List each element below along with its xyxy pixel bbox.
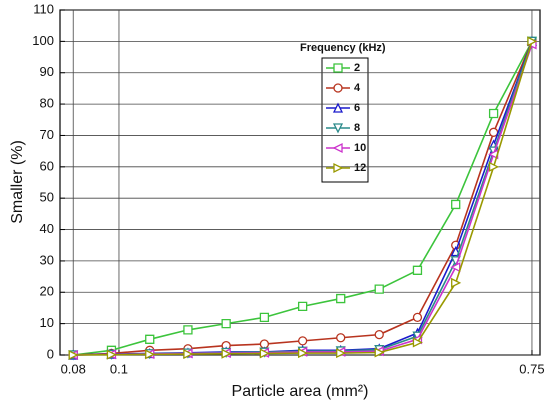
legend-label: 10 bbox=[354, 142, 366, 154]
marker bbox=[336, 333, 346, 343]
marker bbox=[488, 161, 500, 172]
marker bbox=[451, 199, 461, 210]
legend-marker bbox=[332, 102, 344, 113]
marker bbox=[68, 349, 79, 361]
legend-marker bbox=[332, 123, 344, 134]
legend-marker bbox=[333, 83, 343, 93]
legend-marker bbox=[333, 63, 343, 73]
marker bbox=[527, 36, 538, 47]
legend-label: 8 bbox=[354, 122, 360, 134]
y-tick-label: 0 bbox=[47, 346, 54, 361]
y-tick-label: 80 bbox=[40, 96, 54, 111]
marker bbox=[259, 348, 270, 359]
y-tick-label: 60 bbox=[40, 158, 54, 173]
marker bbox=[297, 301, 308, 312]
marker bbox=[297, 348, 309, 359]
x-tick-label: 0.1 bbox=[110, 361, 128, 376]
marker bbox=[183, 349, 194, 360]
y-tick-label: 110 bbox=[33, 1, 54, 16]
marker bbox=[412, 312, 423, 323]
marker bbox=[450, 262, 461, 273]
marker bbox=[221, 318, 231, 329]
marker bbox=[336, 293, 346, 304]
marker bbox=[145, 349, 156, 360]
y-tick-label: 90 bbox=[40, 64, 54, 79]
marker bbox=[336, 348, 347, 359]
y-tick-label: 20 bbox=[40, 284, 54, 299]
legend-label: 12 bbox=[354, 162, 366, 174]
y-axis-title: Smaller (%) bbox=[9, 140, 26, 224]
y-tick-label: 50 bbox=[40, 190, 54, 205]
x-tick-label: 0.08 bbox=[61, 361, 86, 376]
marker bbox=[412, 265, 423, 275]
marker bbox=[374, 347, 385, 358]
marker bbox=[488, 108, 499, 119]
marker bbox=[412, 337, 423, 348]
legend-title: Frequency (kHz) bbox=[300, 42, 386, 54]
marker bbox=[374, 329, 384, 340]
legend-label: 4 bbox=[354, 82, 361, 94]
legend-label: 6 bbox=[354, 102, 360, 114]
y-tick-label: 100 bbox=[32, 33, 54, 48]
marker bbox=[221, 348, 232, 359]
y-tick-label: 30 bbox=[40, 252, 54, 267]
x-axis-title: Particle area (mm²) bbox=[232, 383, 369, 400]
marker bbox=[145, 334, 155, 344]
legend-label: 2 bbox=[354, 62, 360, 74]
y-tick-label: 70 bbox=[40, 127, 54, 142]
marker bbox=[297, 336, 308, 346]
marker bbox=[374, 284, 384, 294]
y-tick-label: 40 bbox=[40, 221, 54, 236]
x-tick-label: 0.75 bbox=[519, 361, 544, 376]
marker bbox=[183, 325, 193, 335]
marker bbox=[451, 277, 462, 288]
y-tick-label: 10 bbox=[40, 315, 54, 330]
marker bbox=[259, 312, 270, 323]
marker bbox=[259, 339, 270, 349]
legend-marker bbox=[332, 142, 343, 154]
legend-marker bbox=[333, 162, 344, 174]
legend-box bbox=[321, 57, 369, 183]
marker bbox=[106, 349, 117, 360]
